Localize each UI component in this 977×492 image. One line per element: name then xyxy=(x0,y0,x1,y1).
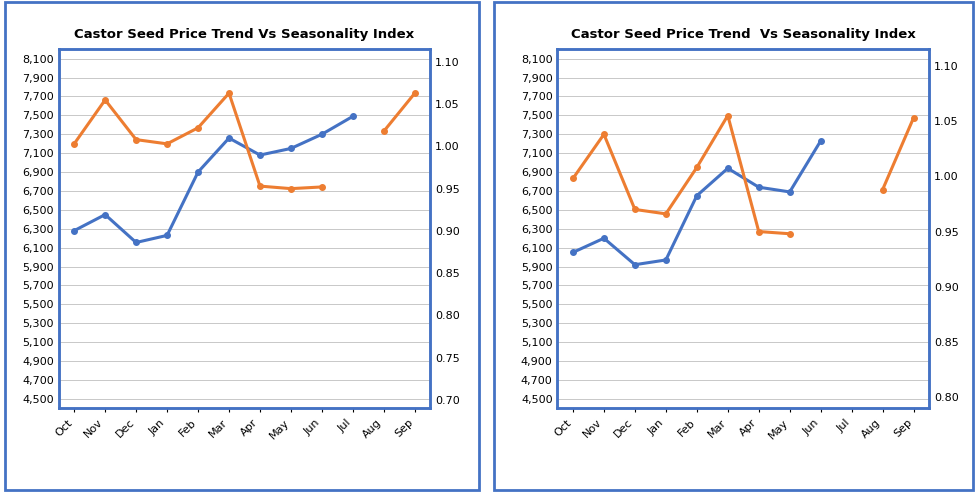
Title: Castor Seed Price Trend Vs Seasonality Index: Castor Seed Price Trend Vs Seasonality I… xyxy=(74,28,414,41)
Title: Castor Seed Price Trend  Vs Seasonality Index: Castor Seed Price Trend Vs Seasonality I… xyxy=(571,28,914,41)
